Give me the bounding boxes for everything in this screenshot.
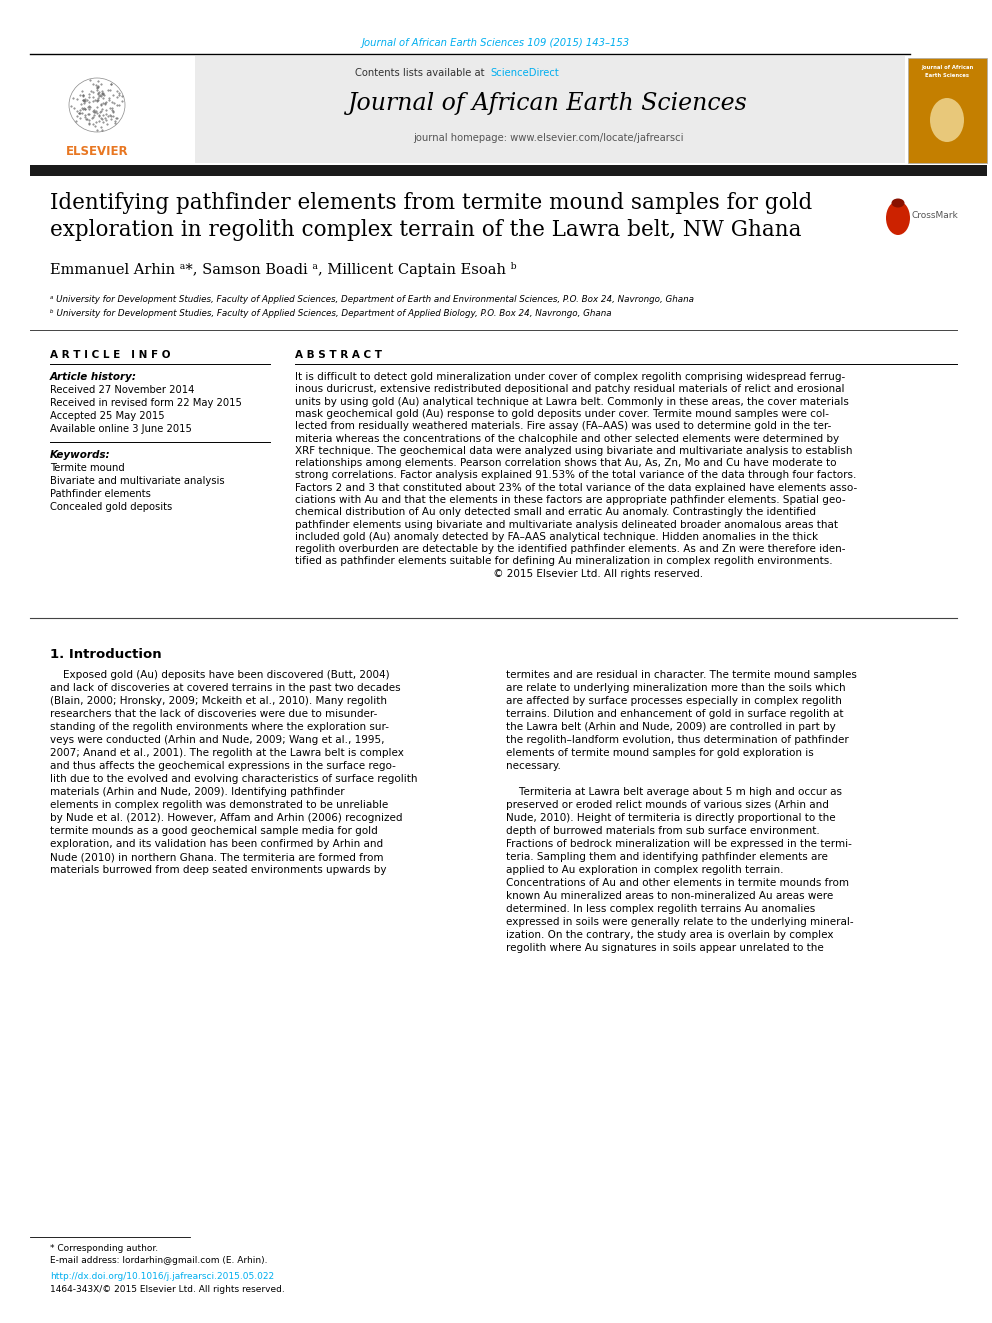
Text: Concealed gold deposits: Concealed gold deposits (50, 501, 173, 512)
Text: (Blain, 2000; Hronsky, 2009; Mckeith et al., 2010). Many regolith: (Blain, 2000; Hronsky, 2009; Mckeith et … (50, 696, 387, 706)
Text: 1. Introduction: 1. Introduction (50, 648, 162, 662)
Text: pathfinder elements using bivariate and multivariate analysis delineated broader: pathfinder elements using bivariate and … (295, 520, 838, 529)
Text: XRF technique. The geochemical data were analyzed using bivariate and multivaria: XRF technique. The geochemical data were… (295, 446, 852, 456)
Text: by Nude et al. (2012). However, Affam and Arhin (2006) recognized: by Nude et al. (2012). However, Affam an… (50, 814, 403, 823)
Text: CrossMark: CrossMark (912, 212, 958, 221)
Text: Received in revised form 22 May 2015: Received in revised form 22 May 2015 (50, 398, 242, 407)
Text: inous duricrust, extensive redistributed depositional and patchy residual materi: inous duricrust, extensive redistributed… (295, 384, 844, 394)
Bar (908, 58, 987, 163)
Text: expressed in soils were generally relate to the underlying mineral-: expressed in soils were generally relate… (506, 917, 854, 927)
Text: ELSEVIER: ELSEVIER (65, 146, 128, 157)
Text: known Au mineralized areas to non-mineralized Au areas were: known Au mineralized areas to non-minera… (506, 890, 833, 901)
Text: materials burrowed from deep seated environments upwards by: materials burrowed from deep seated envi… (50, 865, 387, 875)
Text: preserved or eroded relict mounds of various sizes (Arhin and: preserved or eroded relict mounds of var… (506, 800, 829, 810)
Text: miteria whereas the concentrations of the chalcophile and other selected element: miteria whereas the concentrations of th… (295, 434, 839, 443)
Text: materials (Arhin and Nude, 2009). Identifying pathfinder: materials (Arhin and Nude, 2009). Identi… (50, 787, 344, 796)
Text: termites and are residual in character. The termite mound samples: termites and are residual in character. … (506, 669, 857, 680)
Text: A B S T R A C T: A B S T R A C T (295, 351, 382, 360)
Text: necessary.: necessary. (506, 761, 560, 771)
Bar (30, 56, 195, 163)
Text: Available online 3 June 2015: Available online 3 June 2015 (50, 423, 191, 434)
Text: ization. On the contrary, the study area is overlain by complex: ization. On the contrary, the study area… (506, 930, 833, 941)
Text: elements of termite mound samples for gold exploration is: elements of termite mound samples for go… (506, 747, 813, 758)
Text: ciations with Au and that the elements in these factors are appropriate pathfind: ciations with Au and that the elements i… (295, 495, 845, 505)
Text: ᵃ University for Development Studies, Faculty of Applied Sciences, Department of: ᵃ University for Development Studies, Fa… (50, 295, 694, 304)
Text: and lack of discoveries at covered terrains in the past two decades: and lack of discoveries at covered terra… (50, 683, 401, 693)
Text: 2007; Anand et al., 2001). The regolith at the Lawra belt is complex: 2007; Anand et al., 2001). The regolith … (50, 747, 404, 758)
Text: Contents lists available at: Contents lists available at (355, 67, 488, 78)
Ellipse shape (930, 98, 964, 142)
Text: ScienceDirect: ScienceDirect (490, 67, 558, 78)
Text: Pathfinder elements: Pathfinder elements (50, 490, 151, 499)
Text: 1464-343X/© 2015 Elsevier Ltd. All rights reserved.: 1464-343X/© 2015 Elsevier Ltd. All right… (50, 1285, 285, 1294)
Text: and thus affects the geochemical expressions in the surface rego-: and thus affects the geochemical express… (50, 761, 396, 771)
Text: Nude, 2010). Height of termiteria is directly proportional to the: Nude, 2010). Height of termiteria is dir… (506, 814, 835, 823)
Text: Exposed gold (Au) deposits have been discovered (Butt, 2004): Exposed gold (Au) deposits have been dis… (50, 669, 390, 680)
Text: elements in complex regolith was demonstrated to be unreliable: elements in complex regolith was demonst… (50, 800, 388, 810)
Text: applied to Au exploration in complex regolith terrain.: applied to Au exploration in complex reg… (506, 865, 784, 875)
Text: journal homepage: www.elsevier.com/locate/jafrearsci: journal homepage: www.elsevier.com/locat… (413, 134, 683, 143)
Ellipse shape (886, 201, 910, 235)
Text: veys were conducted (Arhin and Nude, 2009; Wang et al., 1995,: veys were conducted (Arhin and Nude, 200… (50, 736, 385, 745)
Text: exploration in regolith complex terrain of the Lawra belt, NW Ghana: exploration in regolith complex terrain … (50, 220, 802, 241)
Text: Journal of African Earth Sciences 109 (2015) 143–153: Journal of African Earth Sciences 109 (2… (362, 38, 630, 48)
Text: Article history:: Article history: (50, 372, 137, 382)
Text: strong correlations. Factor analysis explained 91.53% of the total variance of t: strong correlations. Factor analysis exp… (295, 471, 856, 480)
Ellipse shape (892, 198, 905, 208)
Text: Concentrations of Au and other elements in termite mounds from: Concentrations of Au and other elements … (506, 878, 849, 888)
Text: tified as pathfinder elements suitable for defining Au mineralization in complex: tified as pathfinder elements suitable f… (295, 557, 832, 566)
Text: lith due to the evolved and evolving characteristics of surface regolith: lith due to the evolved and evolving cha… (50, 774, 418, 785)
Text: Nude (2010) in northern Ghana. The termiteria are formed from: Nude (2010) in northern Ghana. The termi… (50, 852, 384, 863)
Text: A R T I C L E   I N F O: A R T I C L E I N F O (50, 351, 171, 360)
Bar (30, 165, 987, 176)
Text: Keywords:: Keywords: (50, 450, 111, 460)
Text: units by using gold (Au) analytical technique at Lawra belt. Commonly in these a: units by using gold (Au) analytical tech… (295, 397, 849, 406)
Text: regolith where Au signatures in soils appear unrelated to the: regolith where Au signatures in soils ap… (506, 943, 823, 953)
Text: Fractions of bedrock mineralization will be expressed in the termi-: Fractions of bedrock mineralization will… (506, 839, 852, 849)
Text: ᵇ University for Development Studies, Faculty of Applied Sciences, Department of: ᵇ University for Development Studies, Fa… (50, 310, 612, 318)
Text: Identifying pathfinder elements from termite mound samples for gold: Identifying pathfinder elements from ter… (50, 192, 812, 214)
Text: It is difficult to detect gold mineralization under cover of complex regolith co: It is difficult to detect gold mineraliz… (295, 372, 845, 382)
Text: termite mounds as a good geochemical sample media for gold: termite mounds as a good geochemical sam… (50, 826, 378, 836)
Text: terrains. Dilution and enhancement of gold in surface regolith at: terrains. Dilution and enhancement of go… (506, 709, 843, 718)
Text: included gold (Au) anomaly detected by FA–AAS analytical technique. Hidden anoma: included gold (Au) anomaly detected by F… (295, 532, 818, 542)
Text: mask geochemical gold (Au) response to gold deposits under cover. Termite mound : mask geochemical gold (Au) response to g… (295, 409, 829, 419)
Text: Emmanuel Arhin ᵃ*, Samson Boadi ᵃ, Millicent Captain Esoah ᵇ: Emmanuel Arhin ᵃ*, Samson Boadi ᵃ, Milli… (50, 262, 517, 277)
Text: http://dx.doi.org/10.1016/j.jafrearsci.2015.05.022: http://dx.doi.org/10.1016/j.jafrearsci.2… (50, 1271, 274, 1281)
Text: Termite mound: Termite mound (50, 463, 125, 474)
Text: Journal of African Earth Sciences: Journal of African Earth Sciences (348, 93, 748, 115)
Text: exploration, and its validation has been confirmed by Arhin and: exploration, and its validation has been… (50, 839, 383, 849)
Text: chemical distribution of Au only detected small and erratic Au anomaly. Contrast: chemical distribution of Au only detecte… (295, 507, 816, 517)
Text: Received 27 November 2014: Received 27 November 2014 (50, 385, 194, 396)
Text: depth of burrowed materials from sub surface environment.: depth of burrowed materials from sub sur… (506, 826, 819, 836)
Text: regolith overburden are detectable by the identified pathfinder elements. As and: regolith overburden are detectable by th… (295, 544, 845, 554)
Text: the regolith–landform evolution, thus determination of pathfinder: the regolith–landform evolution, thus de… (506, 736, 849, 745)
Text: Termiteria at Lawra belt average about 5 m high and occur as: Termiteria at Lawra belt average about 5… (506, 787, 842, 796)
Text: * Corresponding author.: * Corresponding author. (50, 1244, 158, 1253)
Text: the Lawra belt (Arhin and Nude, 2009) are controlled in part by: the Lawra belt (Arhin and Nude, 2009) ar… (506, 722, 835, 732)
Text: standing of the regolith environments where the exploration sur-: standing of the regolith environments wh… (50, 722, 389, 732)
Text: teria. Sampling them and identifying pathfinder elements are: teria. Sampling them and identifying pat… (506, 852, 828, 863)
Text: are relate to underlying mineralization more than the soils which: are relate to underlying mineralization … (506, 683, 845, 693)
Text: Journal of African: Journal of African (921, 65, 973, 70)
Text: Accepted 25 May 2015: Accepted 25 May 2015 (50, 411, 165, 421)
Text: Bivariate and multivariate analysis: Bivariate and multivariate analysis (50, 476, 224, 486)
Text: E-mail address: lordarhin@gmail.com (E. Arhin).: E-mail address: lordarhin@gmail.com (E. … (50, 1256, 268, 1265)
Text: determined. In less complex regolith terrains Au anomalies: determined. In less complex regolith ter… (506, 904, 815, 914)
Text: lected from residually weathered materials. Fire assay (FA–AAS) was used to dete: lected from residually weathered materia… (295, 421, 831, 431)
Text: Earth Sciences: Earth Sciences (925, 73, 969, 78)
Text: are affected by surface processes especially in complex regolith: are affected by surface processes especi… (506, 696, 842, 706)
Text: Factors 2 and 3 that constituted about 23% of the total variance of the data exp: Factors 2 and 3 that constituted about 2… (295, 483, 857, 492)
Text: relationships among elements. Pearson correlation shows that Au, As, Zn, Mo and : relationships among elements. Pearson co… (295, 458, 836, 468)
Text: © 2015 Elsevier Ltd. All rights reserved.: © 2015 Elsevier Ltd. All rights reserved… (295, 569, 703, 578)
Bar (195, 56, 905, 163)
Text: researchers that the lack of discoveries were due to misunder-: researchers that the lack of discoveries… (50, 709, 377, 718)
